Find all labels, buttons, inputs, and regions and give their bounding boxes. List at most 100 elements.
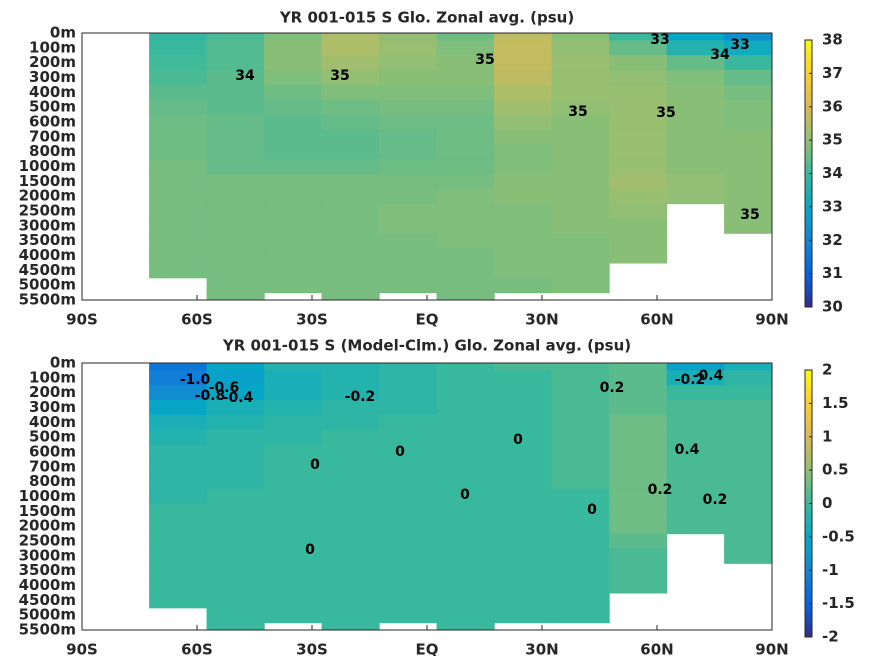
y-tick-label: 3500m xyxy=(19,561,76,579)
cell xyxy=(379,173,438,190)
cell xyxy=(379,40,438,56)
cell xyxy=(551,370,610,386)
cell xyxy=(609,114,668,131)
cell xyxy=(551,99,610,116)
x-tick-label: 60N xyxy=(640,311,673,329)
cell xyxy=(436,188,495,205)
colorbar-tick-label: 35 xyxy=(822,131,843,149)
cell xyxy=(494,55,553,71)
colorbar-band xyxy=(805,129,812,134)
cell xyxy=(436,55,495,71)
cell xyxy=(436,277,495,294)
cell xyxy=(264,400,323,416)
cell xyxy=(436,489,495,505)
cell xyxy=(551,248,610,264)
colorbar-band xyxy=(805,80,812,85)
colorbar-band xyxy=(805,383,812,389)
colorbar-band xyxy=(805,275,812,281)
cell xyxy=(724,414,772,431)
cell xyxy=(609,370,668,386)
cell xyxy=(436,40,495,56)
colorbar-band xyxy=(805,574,812,580)
cell xyxy=(264,370,323,386)
cell xyxy=(264,518,323,535)
y-tick-label: 600m xyxy=(29,443,76,461)
contour-label: 0 xyxy=(395,444,405,460)
cell xyxy=(264,474,323,490)
y-tick-label: 4000m xyxy=(19,576,76,594)
cell xyxy=(379,70,438,86)
cell xyxy=(379,188,438,205)
cell xyxy=(321,607,380,624)
cell xyxy=(379,129,438,145)
cell xyxy=(264,248,323,264)
cell xyxy=(551,218,610,234)
contour-label: -0.8 xyxy=(195,388,226,404)
cell xyxy=(436,533,495,550)
cell xyxy=(379,459,438,475)
cell xyxy=(551,233,610,249)
cell xyxy=(379,218,438,234)
cell xyxy=(206,292,265,300)
cell xyxy=(436,129,495,145)
cell xyxy=(436,563,495,579)
cell xyxy=(206,592,265,609)
cell xyxy=(321,159,380,175)
colorbar-band xyxy=(805,289,812,295)
cell xyxy=(436,363,495,372)
contour-label: 35 xyxy=(475,52,494,68)
cell xyxy=(264,33,323,42)
cell xyxy=(436,99,495,116)
cell xyxy=(149,400,208,416)
colorbar-band xyxy=(805,271,812,277)
cell xyxy=(264,578,323,594)
cell xyxy=(149,159,208,175)
cell xyxy=(494,503,553,520)
cell xyxy=(149,503,208,520)
cell xyxy=(609,129,668,145)
field xyxy=(149,33,772,300)
cell xyxy=(264,173,323,190)
cell xyxy=(551,203,610,220)
cell xyxy=(551,592,610,609)
colorbar-band xyxy=(805,459,812,464)
cell xyxy=(149,114,208,131)
y-tick-label: 100m xyxy=(29,368,76,386)
cell xyxy=(264,503,323,520)
cell xyxy=(609,548,668,564)
cell xyxy=(206,414,265,431)
cell xyxy=(609,33,668,42)
cell xyxy=(609,444,668,461)
cell xyxy=(321,292,380,300)
cell xyxy=(551,129,610,145)
colorbar-band xyxy=(805,195,812,201)
y-tick-label: 5000m xyxy=(19,606,76,624)
colorbar-band xyxy=(805,88,812,94)
cell xyxy=(321,114,380,131)
colorbar-band xyxy=(805,525,812,531)
y-tick-label: 1000m xyxy=(19,157,76,175)
contour-label: 0.4 xyxy=(675,442,700,458)
x-tick-label: 30S xyxy=(296,641,328,657)
cell xyxy=(724,400,772,416)
cell xyxy=(264,144,323,160)
colorbar-band xyxy=(805,423,812,429)
cell xyxy=(149,55,208,71)
colorbar-tick-label: 1 xyxy=(822,427,832,445)
colorbar-band xyxy=(805,463,812,469)
cell xyxy=(264,188,323,205)
cell xyxy=(436,459,495,475)
contour-label: 34 xyxy=(710,47,730,63)
y-tick-label: 100m xyxy=(29,38,76,56)
cell xyxy=(666,385,725,401)
cell xyxy=(724,370,772,386)
cell xyxy=(494,114,553,131)
colorbar-band xyxy=(805,450,812,456)
y-tick-label: 3000m xyxy=(19,216,76,234)
cell xyxy=(321,459,380,475)
y-tick-label: 300m xyxy=(29,398,76,416)
cell xyxy=(379,563,438,579)
cell xyxy=(494,233,553,249)
colorbar-tick-label: 0 xyxy=(822,494,832,512)
cell xyxy=(206,548,265,564)
